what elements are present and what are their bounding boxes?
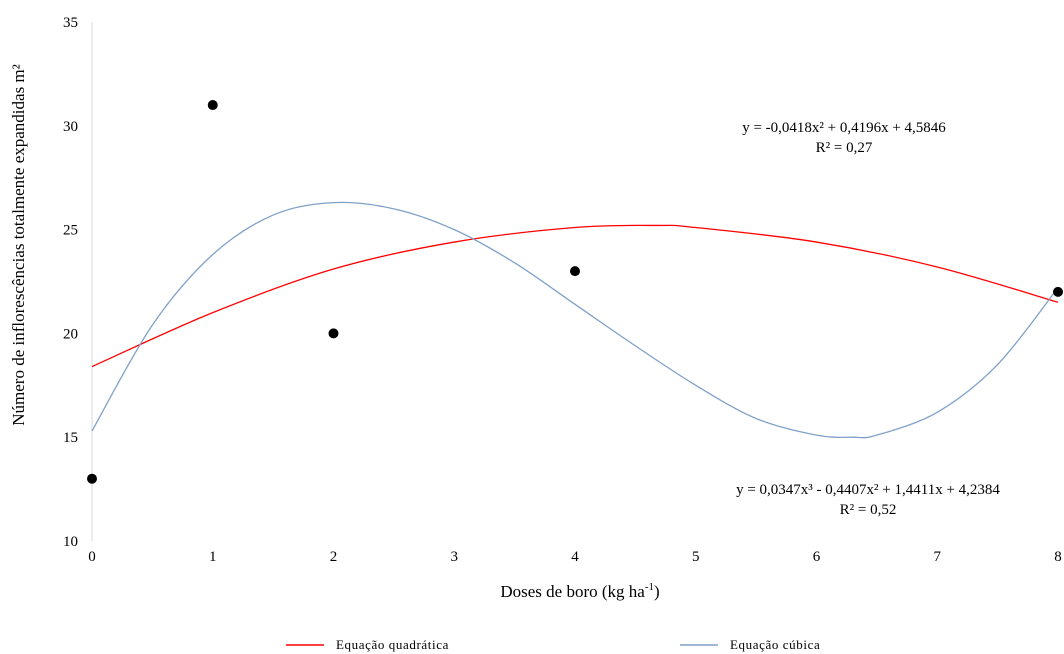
data-point (87, 473, 97, 484)
x-tick-label: 7 (934, 549, 942, 565)
legend: Equação quadrática Equação cúbica (286, 637, 820, 652)
data-point (570, 266, 580, 277)
x-tick-label: 1 (209, 549, 217, 565)
legend-item-cubic: Equação cúbica (680, 637, 820, 652)
x-tick-label: 6 (813, 549, 821, 565)
data-point (207, 100, 218, 111)
x-tick-label: 4 (571, 549, 579, 565)
x-tick-label: 2 (330, 549, 338, 565)
x-tick-label: 8 (1054, 549, 1062, 565)
cubic-r2: R² = 0,52 (840, 502, 897, 518)
quadratic-r2: R² = 0,27 (816, 140, 873, 156)
y-tick-label: 25 (63, 223, 78, 239)
x-tick-label: 0 (88, 549, 96, 565)
quadratic-equation-annotation: y = -0,0418x² + 0,4196x + 4,5846 R² = 0,… (742, 120, 946, 156)
y-tick-label: 30 (63, 119, 78, 135)
legend-item-quadratic: Equação quadrática (286, 637, 449, 652)
y-tick-label: 20 (63, 326, 78, 342)
legend-label-cubic: Equação cúbica (730, 637, 820, 652)
x-tick-label: 5 (692, 549, 700, 565)
y-axis-ticks: 10 15 20 25 30 35 (63, 15, 78, 550)
y-tick-label: 10 (63, 534, 78, 550)
cubic-equation: y = 0,0347x³ - 0,4407x² + 1,4411x + 4,23… (736, 482, 1000, 498)
x-axis-title: Doses de boro (kg ha-1) (500, 581, 659, 601)
quadratic-equation: y = -0,0418x² + 0,4196x + 4,5846 (742, 120, 946, 136)
plot-area: 10 15 20 25 30 35 0 1 2 3 4 5 6 7 8 (63, 15, 1063, 565)
data-point (1053, 286, 1063, 297)
cubic-equation-annotation: y = 0,0347x³ - 0,4407x² + 1,4411x + 4,23… (736, 482, 1000, 518)
data-point (328, 328, 339, 339)
y-tick-label: 35 (63, 15, 78, 31)
legend-label-quadratic: Equação quadrática (336, 637, 449, 652)
x-axis-title-main: Doses de boro (kg ha (500, 582, 645, 601)
trend-curves (91, 201, 1059, 439)
trend-line-cubic (91, 201, 1059, 439)
trend-line-quadratic (91, 224, 1059, 368)
x-tick-label: 3 (451, 549, 459, 565)
x-axis-ticks: 0 1 2 3 4 5 6 7 8 (88, 549, 1062, 565)
y-axis-title: Número de inflorescências totalmente exp… (9, 64, 28, 426)
x-axis-title-superscript: -1 (645, 581, 654, 593)
data-points (87, 100, 1063, 484)
x-axis-title-end: ) (654, 582, 660, 601)
y-tick-label: 15 (63, 430, 78, 446)
